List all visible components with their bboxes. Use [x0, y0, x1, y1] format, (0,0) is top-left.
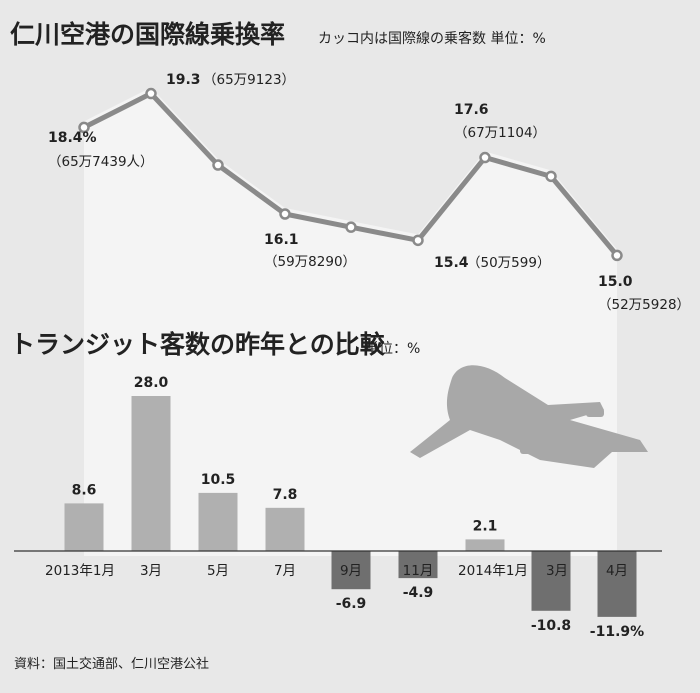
- bar-value-label: -4.9: [403, 585, 434, 601]
- bar: [131, 396, 171, 551]
- point-detail-label: （50万599）: [467, 255, 550, 271]
- line-point: [479, 151, 491, 164]
- x-tick-label: 2013年1月: [45, 563, 115, 579]
- point-value-label: 17.6: [454, 102, 489, 118]
- x-tick-label: 3月: [140, 563, 162, 579]
- line-point: [412, 234, 424, 247]
- line-chart-title: 仁川空港の国際線乗換率: [10, 20, 285, 49]
- bar: [198, 492, 238, 551]
- line-point: [78, 121, 90, 134]
- bar: [64, 503, 104, 551]
- point-value-label: 18.4%: [48, 130, 97, 146]
- line-point: [279, 208, 291, 220]
- bar-value-label: -6.9: [336, 596, 367, 612]
- x-tick-label: 7月: [274, 563, 296, 579]
- bar-chart-title: トランジット客数の昨年との比較: [10, 330, 386, 359]
- line-point: [145, 87, 157, 100]
- bar-value-label: -11.9%: [590, 624, 644, 640]
- bar: [465, 539, 505, 551]
- bar-value-label: 7.8: [273, 487, 298, 503]
- line-point: [611, 249, 623, 262]
- bar-value-label: 28.0: [134, 375, 169, 391]
- point-detail-label: （67万1104）: [454, 125, 546, 141]
- source-note: 資料：国土交通部、仁川空港公社: [14, 656, 209, 672]
- bar: [331, 551, 371, 590]
- bar: [531, 551, 571, 611]
- x-tick-label: 3月: [546, 563, 568, 579]
- point-detail-label: （59万8290）: [264, 254, 356, 270]
- line-point: [545, 170, 557, 183]
- line-point: [212, 159, 224, 171]
- line-point: [345, 221, 357, 233]
- point-value-label: 15.4: [434, 255, 469, 271]
- x-tick-label: 4月: [606, 563, 628, 579]
- bar-value-label: -10.8: [531, 618, 571, 634]
- point-value-label: 15.0: [598, 274, 633, 290]
- x-tick-label: 5月: [207, 563, 229, 579]
- bar-chart-subtitle: 単位：%: [365, 341, 420, 357]
- point-detail-label: （52万5928）: [598, 297, 690, 313]
- bar-value-label: 2.1: [473, 518, 498, 534]
- bar-chart: 8.6 28.0 10.5 7.8 -6.9 -4.9 2.1 -10.8 -11.9% 2013…: [14, 375, 662, 640]
- chart-panel: [84, 87, 617, 556]
- bar: [597, 551, 637, 617]
- x-tick-label: 11月: [403, 563, 434, 579]
- bar-value-label: 10.5: [201, 472, 236, 488]
- x-tick-label: 2014年1月: [458, 563, 528, 579]
- bar-value-label: 8.6: [72, 482, 97, 498]
- airplane-icon: [410, 365, 648, 468]
- point-value-label: 16.1: [264, 232, 299, 248]
- bar: [265, 507, 305, 551]
- point-value-label: 19.3: [166, 72, 201, 88]
- line-chart: 18.4% （65万7439人） 19.3 （65万9123） 16.1 （59万8290…: [48, 72, 690, 313]
- bar: [398, 551, 438, 579]
- point-detail-label: （65万9123）: [203, 72, 295, 88]
- point-detail-label: （65万7439人）: [48, 154, 154, 170]
- line-chart-subtitle: カッコ内は国際線の乗客数 単位：%: [318, 30, 546, 47]
- x-tick-label: 9月: [340, 563, 362, 579]
